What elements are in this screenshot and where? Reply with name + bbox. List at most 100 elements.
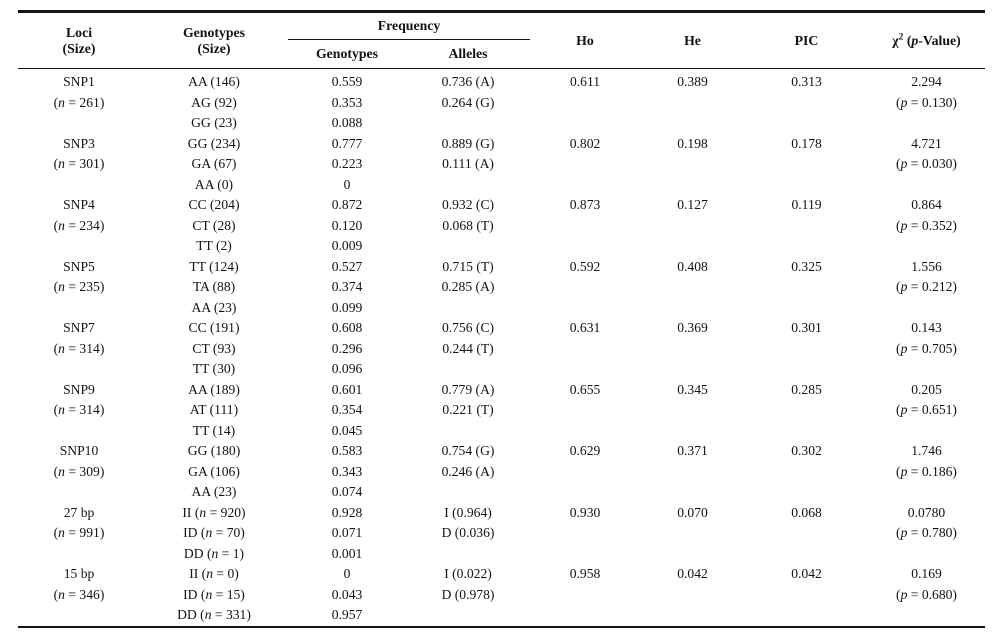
cell-chi: 1.556 (911, 258, 942, 274)
cell-freq-genotype: 0.088 (331, 115, 363, 130)
cell-freq-allele: 0.246 (A) (441, 463, 495, 479)
table-row: (n = 301) GA (67) 0.223 0.111 (A) (p = 0.030… (18, 154, 985, 175)
cell-freq-allele (406, 298, 530, 319)
cell-pic (745, 462, 868, 483)
cell-chi: (p = 0.130) (896, 94, 957, 110)
cell-freq-allele (406, 544, 530, 565)
cell-ho (530, 236, 640, 257)
table-row: DD (n = 331) 0.957 (18, 605, 985, 627)
cell-chi: 0.864 (911, 197, 942, 212)
cell-pic: 0.068 (791, 504, 822, 520)
cell-ho (530, 421, 640, 442)
cell-genotype: DD (n = 1) (183, 545, 245, 561)
cell-genotype: ID (n = 15) (183, 586, 245, 602)
cell-ho (530, 400, 640, 421)
cell-chi: (p = 0.651) (896, 402, 957, 417)
cell-ho (530, 482, 640, 503)
cell-loci: SNP9 (63, 381, 95, 397)
cell-freq-allele: 0.285 (A) (441, 279, 495, 294)
cell-freq-allele: 0.736 (A) (441, 74, 495, 89)
cell-freq-genotype: 0.043 (331, 586, 363, 602)
subcol-header-freq-alleles: Alleles (448, 46, 488, 61)
cell-chi: (p = 0.705) (896, 340, 957, 356)
cell-chi: 4.721 (911, 135, 942, 151)
cell-freq-genotype: 0.559 (331, 74, 363, 89)
col-header-chi-square: χ2 (p-Value) (868, 12, 985, 69)
cell-pic (745, 298, 868, 319)
cell-freq-allele: D (0.978) (441, 586, 495, 602)
cell-he: 0.408 (677, 258, 708, 274)
table-row: DD (n = 1) 0.001 (18, 544, 985, 565)
cell-chi: (p = 0.680) (896, 586, 957, 602)
cell-he (640, 339, 745, 360)
cell-pic: 0.313 (791, 74, 822, 89)
table-row: TT (2) 0.009 (18, 236, 985, 257)
table-row: SNP9 AA (189) 0.601 0.779 (A) 0.655 0.345 0.28… (18, 380, 985, 401)
cell-ho (530, 298, 640, 319)
cell-freq-genotype: 0 (343, 176, 351, 192)
table-row: (n = 234) CT (28) 0.120 0.068 (T) (p = 0.352… (18, 216, 985, 237)
genotype-frequency-table: Loci (Size) Genotypes (Size) Frequency H… (18, 10, 985, 628)
cell-chi: 0.143 (911, 320, 942, 335)
table-row: 15 bp II (n = 0) 0 I (0.022) 0.958 0.042 0.042… (18, 564, 985, 585)
cell-loci: (n = 991) (53, 525, 105, 540)
table-row: (n = 261) AG (92) 0.353 0.264 (G) (p = 0.130… (18, 93, 985, 114)
cell-freq-genotype: 0.777 (331, 135, 363, 151)
cell-genotype: TT (14) (192, 422, 236, 438)
cell-freq-genotype: 0.583 (331, 443, 363, 458)
cell-pic: 0.119 (791, 197, 822, 212)
cell-he: 0.369 (677, 320, 708, 335)
cell-loci: (n = 234) (53, 217, 105, 233)
cell-freq-genotype: 0.099 (331, 299, 363, 315)
table-row: (n = 309) GA (106) 0.343 0.246 (A) (p = 0.18… (18, 462, 985, 483)
cell-pic (745, 175, 868, 196)
cell-chi (868, 544, 985, 565)
cell-he (640, 462, 745, 483)
cell-genotype: II (n = 920) (182, 504, 246, 520)
cell-freq-allele: 0.715 (T) (442, 258, 494, 274)
cell-loci (18, 236, 140, 257)
cell-pic (745, 339, 868, 360)
cell-freq-genotype: 0.223 (331, 156, 363, 171)
cell-loci: (n = 309) (53, 463, 105, 479)
table-row: (n = 314) CT (93) 0.296 0.244 (T) (p = 0.705… (18, 339, 985, 360)
table-row: AA (0) 0 (18, 175, 985, 196)
cell-loci: SNP7 (63, 320, 95, 335)
cell-ho: 0.873 (569, 197, 601, 212)
col-header-frequency: Frequency (288, 11, 530, 40)
chi-superscript: 2 (898, 31, 904, 42)
table-row: SNP5 TT (124) 0.527 0.715 (T) 0.592 0.408 0.32… (18, 257, 985, 278)
cell-freq-genotype: 0.353 (331, 94, 363, 110)
cell-freq-allele: D (0.036) (441, 525, 495, 540)
cell-genotype: CT (93) (192, 340, 236, 356)
cell-chi (868, 482, 985, 503)
cell-loci (18, 544, 140, 565)
cell-ho (530, 339, 640, 360)
cell-chi: 2.294 (911, 74, 942, 89)
cell-genotype: DD (n = 331) (177, 607, 251, 622)
cell-pic: 0.325 (791, 258, 822, 274)
cell-ho: 0.930 (569, 504, 601, 520)
cell-freq-allele: 0.264 (G) (441, 94, 495, 110)
chi-tail: (p-Value) (903, 32, 961, 48)
cell-ho (530, 605, 640, 627)
cell-freq-allele: 0.754 (G) (441, 443, 495, 458)
cell-he: 0.389 (677, 74, 708, 89)
cell-chi: (p = 0.030) (896, 156, 957, 171)
cell-chi (868, 175, 985, 196)
cell-pic (745, 113, 868, 134)
cell-he: 0.127 (677, 197, 708, 212)
table-row: (n = 346) ID (n = 15) 0.043 D (0.978) (p = 0… (18, 585, 985, 606)
cell-loci: (n = 301) (53, 156, 105, 171)
table-row: SNP7 CC (191) 0.608 0.756 (C) 0.631 0.369 0.30… (18, 318, 985, 339)
cell-he (640, 585, 745, 606)
cell-freq-genotype: 0.296 (331, 340, 363, 356)
table-row: SNP4 CC (204) 0.872 0.932 (C) 0.873 0.127 0.11… (18, 195, 985, 216)
cell-freq-allele: I (0.022) (444, 566, 492, 581)
col-header-genotypes-line2: (Size) (197, 40, 231, 56)
cell-freq-allele: 0.068 (T) (442, 217, 494, 233)
cell-chi (868, 605, 985, 627)
cell-chi: 0.0780 (907, 504, 946, 520)
cell-freq-allele (406, 113, 530, 134)
